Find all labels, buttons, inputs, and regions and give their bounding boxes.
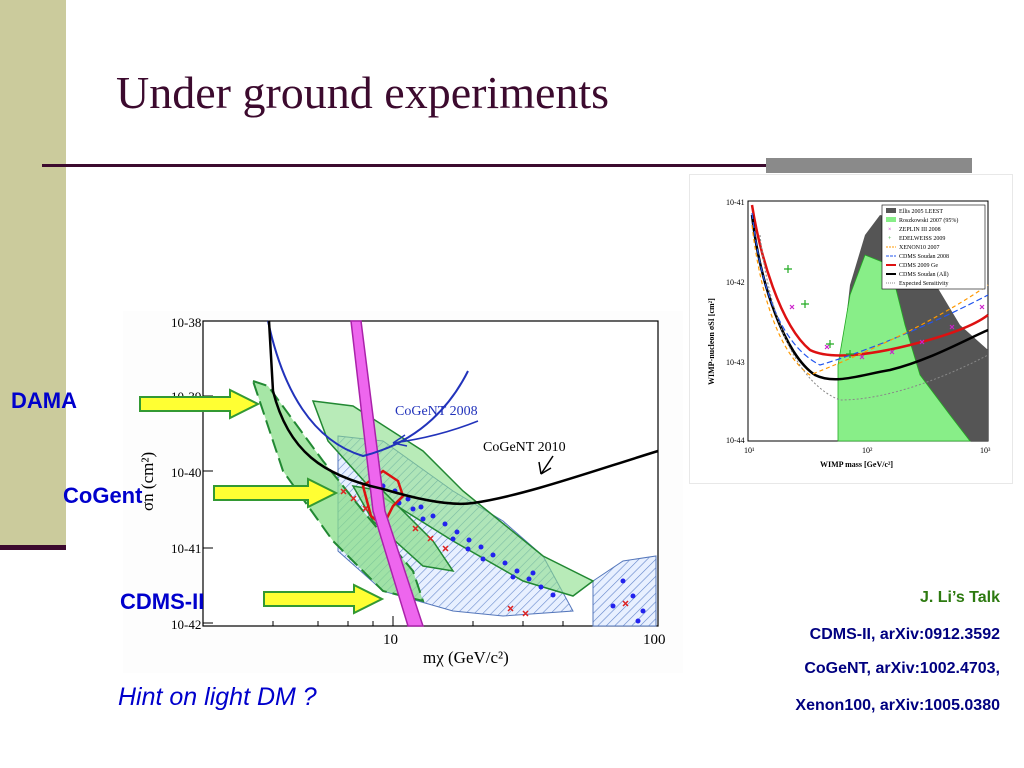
legend-edelweiss: EDELWEISS 2009 xyxy=(899,236,945,242)
sidebar-strip xyxy=(0,0,66,545)
legend-ellis: Ellis 2005 LEEST xyxy=(899,209,943,215)
cogent-red-contour xyxy=(361,469,405,528)
cogent-2010-curve xyxy=(267,320,659,506)
legend-cdms-soudan-all: CDMS Soudan (All) xyxy=(899,271,949,278)
cogent-2010-arrow xyxy=(540,455,554,475)
cogent-2010-label: CoGeNT 2010 xyxy=(483,440,566,455)
roszkowski-region xyxy=(837,254,971,442)
x-axis-label: mχ (GeV/c²) xyxy=(423,648,509,667)
legend-xenon10: XENON10 2007 xyxy=(899,245,940,251)
cdms-label: CDMS-II xyxy=(120,589,205,614)
title-rule-box xyxy=(766,158,972,173)
main-plot-svg: CoGeNT 2008 CoGeNT 2010 10-38 10-39 10-4… xyxy=(138,315,666,667)
dama-arrow xyxy=(139,388,261,420)
cogent-2008-arrow xyxy=(392,420,479,444)
legend-roszkowski: Roszkowski 2007 (95%) xyxy=(899,217,958,224)
cogent-reference: CoGeNT, arXiv:1002.4703, xyxy=(804,660,1000,677)
xenon-reference: Xenon100, arXiv:1005.0380 xyxy=(795,697,1000,714)
cogent-2008-label: CoGeNT 2008 xyxy=(395,404,478,419)
y-tick-label: 10-40 xyxy=(171,465,201,480)
right-y-axis-label: WIMP-nucleon σSI [cm²] xyxy=(707,298,716,385)
magenta-band xyxy=(350,320,425,627)
cogent-2008-curve xyxy=(267,320,469,458)
zeplin-markers xyxy=(789,304,985,360)
right-x-tick: 10¹ xyxy=(744,446,755,455)
edelweiss-markers xyxy=(784,265,854,358)
talk-reference: J. Li’s Talk xyxy=(919,589,1000,606)
y-axis-label: σn (cm²) xyxy=(138,452,157,511)
title-rule xyxy=(42,164,772,167)
x-tick-label: 10 xyxy=(383,632,398,648)
cdms-reference: CDMS-II, arXiv:0912.3592 xyxy=(809,626,1000,643)
legend-cdms-2009: CDMS 2009 Ge xyxy=(899,263,938,269)
hint-text: Hint on light DM ? xyxy=(118,683,317,711)
legend-box xyxy=(881,204,986,290)
legend-expected: Expected Sensitivity xyxy=(899,281,949,287)
dama-region-left xyxy=(251,379,425,603)
right-y-tick: 10-41 xyxy=(726,198,745,207)
dama-label: DAMA xyxy=(11,388,77,413)
x-tick-label: 100 xyxy=(643,632,666,648)
xenon10-curve xyxy=(751,224,989,376)
cogent-arrow xyxy=(213,477,339,509)
y-tick-label: 10-41 xyxy=(171,541,201,556)
cdms-exclusion-plot: Ellis 2005 LEEST Roszkowski 2007 (95%) ×… xyxy=(689,174,1013,484)
y-tick-label: 10-38 xyxy=(171,315,201,330)
main-exclusion-plot: CoGeNT 2008 CoGeNT 2010 10-38 10-39 10-4… xyxy=(123,311,683,673)
sidebar-accent-bar xyxy=(0,545,66,550)
right-x-axis-label: WIMP mass [GeV/c²] xyxy=(820,460,893,469)
right-y-tick: 10-43 xyxy=(726,358,745,367)
cdms-2009-ge-curve xyxy=(750,204,989,357)
cdms-plot-svg: Ellis 2005 LEEST Roszkowski 2007 (95%) ×… xyxy=(707,198,991,469)
right-y-tick: 10-44 xyxy=(726,436,745,445)
cdms-soudan-2008-curve xyxy=(751,212,989,366)
svg-text:×: × xyxy=(888,227,891,233)
y-tick-label: 10-42 xyxy=(171,617,201,632)
right-x-tick: 10³ xyxy=(980,446,991,455)
legend-cdms-soudan-2008: CDMS Soudan 2008 xyxy=(899,254,949,260)
cogent-label: CoGent xyxy=(63,483,143,508)
svg-text:+: + xyxy=(888,236,892,242)
legend-zeplin: ZEPLIN III 2008 xyxy=(899,227,941,233)
right-x-tick: 10² xyxy=(862,446,873,455)
right-y-tick: 10-42 xyxy=(726,278,745,287)
slide-title: Under ground experiments xyxy=(116,67,610,118)
cdms-arrow xyxy=(263,583,385,615)
hatched-region-right xyxy=(592,555,657,627)
